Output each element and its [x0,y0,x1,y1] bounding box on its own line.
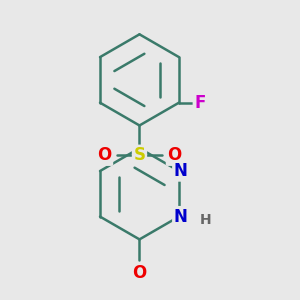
Text: O: O [132,264,147,282]
Text: F: F [194,94,206,112]
Text: H: H [200,213,212,227]
Text: O: O [167,146,182,164]
Text: N: N [174,208,188,226]
Text: S: S [134,146,146,164]
Text: O: O [97,146,112,164]
Text: N: N [174,162,188,180]
